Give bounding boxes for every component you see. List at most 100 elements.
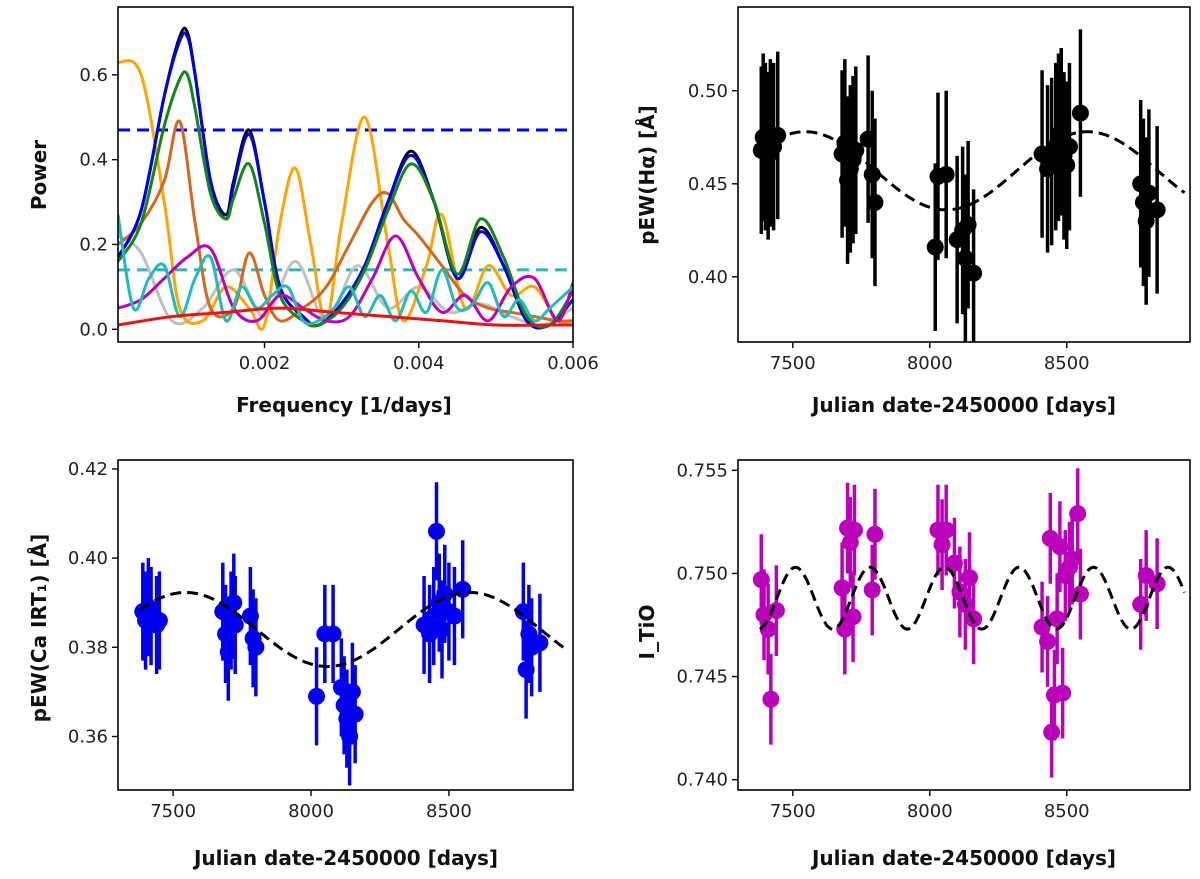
ca-irt-ytick-label: 0.40 — [68, 548, 108, 569]
tio-ytick-label: 0.740 — [676, 770, 728, 791]
halpha-data-point — [959, 216, 977, 234]
ca-irt-data-point — [226, 616, 244, 634]
ca-irt-data-point — [308, 687, 326, 705]
periodogram-xtick-label: 0.002 — [239, 353, 291, 374]
ca-irt-data-point — [247, 638, 265, 656]
ca-irt-ylabel: pEW(Ca IRT₁) [Å] — [27, 534, 51, 723]
tio-data-point — [945, 554, 963, 572]
halpha-data-point — [926, 238, 944, 256]
tio-data-point — [1069, 505, 1087, 523]
halpha-model-curve — [759, 130, 1186, 212]
ca-irt-data-point — [341, 727, 359, 745]
tio-data-point — [937, 521, 955, 539]
halpha-data-point — [866, 193, 884, 211]
halpha-data-point — [1137, 212, 1155, 230]
ca-irt-data-point — [225, 594, 243, 612]
periodogram-ylabel: Power — [27, 140, 51, 210]
halpha-data-point — [1140, 184, 1158, 202]
periodogram-series-red — [118, 306, 573, 327]
halpha-data-point — [863, 166, 881, 183]
ca-irt-data-point — [445, 607, 463, 625]
periodogram-series-chocolate — [118, 119, 573, 323]
tio-ytick-label: 0.755 — [676, 460, 728, 481]
ca-irt-data-point — [150, 612, 168, 630]
periodogram-ytick-label: 0.4 — [79, 150, 108, 171]
periodogram-series-magenta — [118, 234, 573, 324]
ca-irt-axes-frame — [117, 459, 574, 791]
halpha-data-point — [1071, 104, 1089, 122]
halpha-plot-area — [752, 29, 1186, 342]
tio-data-point — [844, 608, 862, 626]
tio-data-point — [863, 581, 881, 599]
tio-data-point — [1039, 633, 1057, 650]
halpha-xtick-label: 8500 — [1044, 353, 1090, 374]
tio-data-point — [1054, 684, 1072, 702]
tio-data-point — [866, 525, 884, 543]
ca-irt-data-point — [425, 607, 443, 625]
ca-irt-data-point — [219, 643, 237, 661]
tio-data-point — [960, 569, 978, 587]
halpha-xtick-label: 7500 — [770, 353, 816, 374]
tio-xlabel: Julian date-2450000 [days] — [810, 846, 1116, 870]
tio-xtick-label: 8500 — [1044, 801, 1090, 822]
ca-irt-data-point — [514, 603, 532, 621]
halpha-xtick-label: 8000 — [907, 353, 953, 374]
ca-irt-xtick-label: 7500 — [150, 801, 196, 822]
ca-irt-ytick-label: 0.38 — [68, 637, 108, 658]
halpha-data-point — [965, 264, 983, 282]
ca-irt-data-point — [324, 625, 342, 643]
halpha-xlabel: Julian date-2450000 [days] — [810, 393, 1116, 417]
ca-irt-xtick-label: 8000 — [288, 801, 334, 822]
halpha-data-point — [847, 141, 865, 159]
periodogram-ytick-label: 0.2 — [79, 234, 108, 255]
tio-data-point — [833, 579, 851, 597]
tio-ylabel: I_TiO — [635, 605, 659, 660]
ca-irt-xtick-label: 8500 — [426, 801, 472, 822]
halpha-data-point — [769, 126, 787, 144]
periodogram-axes-frame — [117, 6, 574, 343]
halpha-axes-frame — [737, 6, 1191, 343]
tio-data-point — [762, 690, 780, 708]
tio-data-point — [933, 536, 951, 554]
periodogram-plot-area — [118, 26, 573, 331]
tio-ytick-label: 0.750 — [676, 563, 728, 584]
ca-irt-data-point — [436, 585, 454, 603]
halpha-data-point — [1058, 156, 1076, 174]
periodogram-series-cyan — [118, 214, 573, 326]
ca-irt-data-point — [346, 705, 364, 723]
tio-axes-frame — [737, 459, 1191, 791]
tio-data-point — [1051, 538, 1069, 556]
ca-irt-data-point — [241, 607, 259, 625]
ca-irt-model-curve — [139, 590, 569, 668]
ca-irt-data-point — [517, 661, 535, 679]
halpha-ylabel: pEW(Hα) [Å] — [635, 105, 659, 245]
panel-halpha: Julian date-2450000 [days] pEW(Hα) [Å] 7… — [635, 6, 1191, 417]
halpha-ytick-label: 0.45 — [688, 174, 728, 195]
ca-irt-ytick-label: 0.36 — [68, 726, 108, 747]
halpha-data-point — [937, 166, 955, 183]
tio-xtick-label: 8000 — [907, 801, 953, 822]
tio-data-point — [1033, 618, 1051, 636]
tio-xtick-label: 7500 — [770, 801, 816, 822]
periodogram-xlabel: Frequency [1/days] — [236, 393, 452, 417]
periodogram-xtick-label: 0.006 — [547, 353, 599, 374]
tio-data-point — [845, 521, 863, 539]
periodogram-xtick-label: 0.004 — [393, 353, 445, 374]
tio-ytick-label: 0.745 — [676, 667, 728, 688]
tio-plot-area — [752, 468, 1186, 778]
panel-tio: Julian date-2450000 [days] I_TiO 7500 800… — [635, 459, 1191, 870]
ca-irt-data-point — [433, 620, 451, 638]
ca-irt-xlabel: Julian date-2450000 [days] — [192, 846, 498, 870]
periodogram-series-orange — [118, 59, 573, 331]
periodogram-ytick-label: 0.0 — [79, 319, 108, 340]
ca-irt-data-point — [343, 683, 361, 701]
ca-irt-data-point — [531, 634, 549, 652]
tio-data-point — [752, 571, 770, 589]
periodogram-ytick-label: 0.6 — [79, 65, 108, 86]
ca-irt-plot-area — [134, 482, 569, 786]
ca-irt-data-point — [428, 522, 445, 540]
tio-model-curve — [759, 565, 1186, 631]
halpha-data-point — [1060, 138, 1078, 156]
ca-irt-ytick-label: 0.42 — [68, 459, 108, 480]
